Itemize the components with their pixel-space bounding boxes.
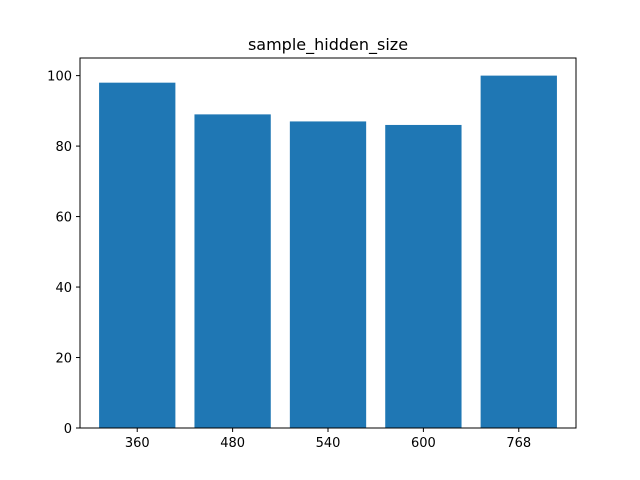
- y-tick-label: 100: [47, 70, 72, 85]
- y-tick-label: 80: [55, 140, 72, 155]
- axes-layer: 0 20 40 60 80 100 360 480 540 600 768: [47, 57, 577, 451]
- x-tick-label: 480: [220, 436, 245, 451]
- x-tick-label: 540: [316, 436, 341, 451]
- y-tick-label: 0: [64, 422, 72, 437]
- bar-600: [385, 124, 462, 428]
- x-tick-label: 360: [125, 436, 150, 451]
- bar-768: [480, 75, 557, 429]
- bars-layer: [99, 75, 557, 429]
- bar-480: [194, 114, 271, 428]
- y-tick-label: 60: [55, 211, 72, 226]
- x-tick-label: 600: [411, 436, 436, 451]
- y-tick-label: 20: [55, 352, 72, 367]
- chart-title: sample_hidden_size: [248, 35, 408, 55]
- bar-360: [99, 82, 176, 429]
- bar-540: [289, 121, 367, 429]
- y-tick-label: 40: [55, 281, 72, 296]
- x-tick-label: 768: [506, 436, 531, 451]
